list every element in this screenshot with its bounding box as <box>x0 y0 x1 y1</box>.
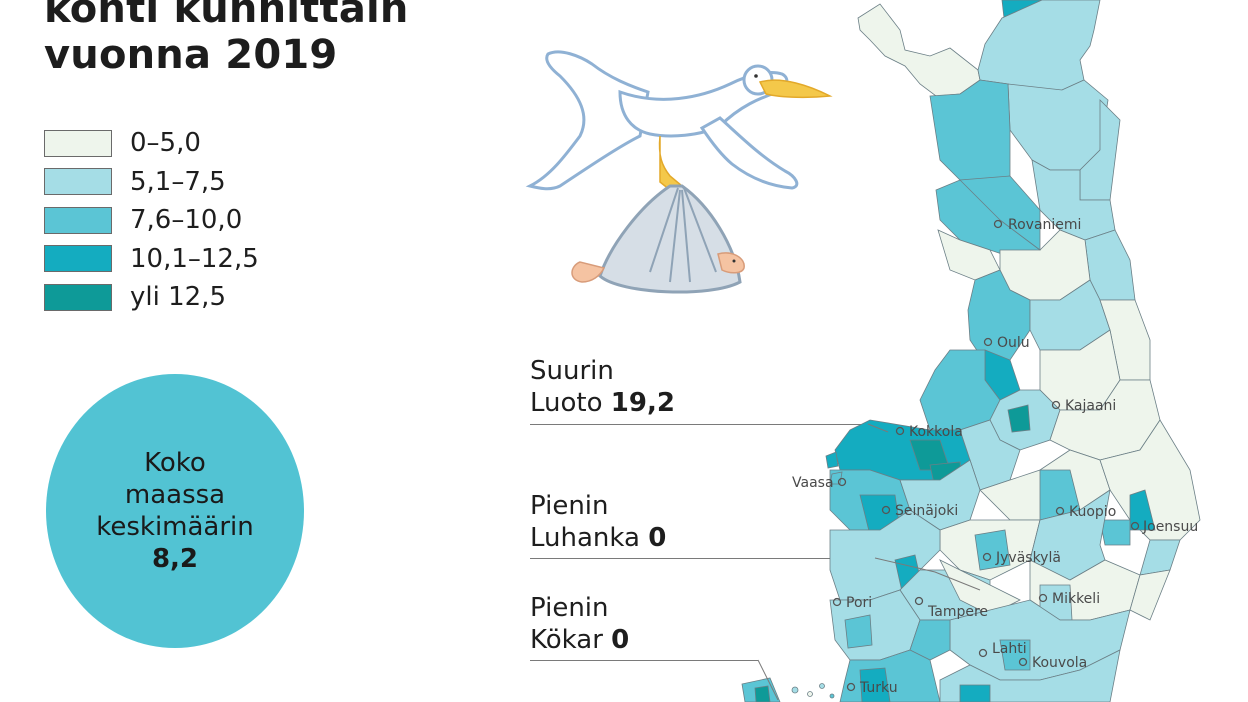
legend-swatch <box>44 168 112 196</box>
callout-body: Luhanka 0 <box>530 522 666 554</box>
callout-max: Suurin Luoto 19,2 <box>530 355 675 419</box>
legend-item: 10,1–12,5 <box>44 240 259 279</box>
finland-choropleth-map: Rovaniemi Oulu Kajaani Kokkola Vaasa Sei… <box>741 0 1201 702</box>
callout-leader-line <box>530 660 758 661</box>
city-label-vaasa: Vaasa <box>792 475 834 491</box>
legend-item: 7,6–10,0 <box>44 201 259 240</box>
legend: 0–5,0 5,1–7,5 7,6–10,0 10,1–12,5 yli 12,… <box>44 124 259 317</box>
average-line-2: maassa <box>124 480 226 510</box>
legend-swatch <box>44 245 112 273</box>
legend-swatch <box>44 206 112 234</box>
map-title: kohti kunnittain vuonna 2019 <box>44 0 409 78</box>
city-label-tampere: Tampere <box>927 604 988 620</box>
city-label-lahti: Lahti <box>992 641 1027 657</box>
callout-min-kokar: Pienin Kökar 0 <box>530 592 629 656</box>
city-label-turku: Turku <box>859 680 898 696</box>
callout-name: Luoto <box>530 388 603 418</box>
city-label-kajaani: Kajaani <box>1065 398 1116 414</box>
legend-swatch <box>44 283 112 311</box>
legend-swatch <box>44 129 112 157</box>
legend-label: yli 12,5 <box>130 282 226 313</box>
average-value: 8,2 <box>151 544 199 574</box>
city-label-kouvola: Kouvola <box>1032 655 1087 671</box>
title-line-1: kohti kunnittain <box>44 0 409 32</box>
legend-item: 0–5,0 <box>44 124 259 163</box>
callout-value: 0 <box>648 523 667 553</box>
average-line-1: Koko <box>144 448 206 478</box>
city-label-kuopio: Kuopio <box>1069 504 1116 520</box>
city-label-rovaniemi: Rovaniemi <box>1008 217 1081 233</box>
callout-name: Kökar <box>530 625 603 655</box>
legend-label: 0–5,0 <box>130 128 201 159</box>
callout-heading: Suurin <box>530 356 614 386</box>
city-label-jyvaskyla: Jyväskylä <box>995 550 1061 566</box>
stork-illustration-icon <box>525 50 833 294</box>
callout-heading: Pienin <box>530 491 609 521</box>
callout-body: Luoto 19,2 <box>530 387 675 419</box>
callout-heading: Pienin <box>530 593 609 623</box>
city-label-seinajoki: Seinäjoki <box>895 503 958 519</box>
callout-leader-line <box>530 558 875 559</box>
city-label-joensuu: Joensuu <box>1142 519 1198 535</box>
city-label-mikkeli: Mikkeli <box>1052 591 1100 607</box>
legend-label: 5,1–7,5 <box>130 166 226 197</box>
callout-value: 0 <box>611 625 630 655</box>
city-markers <box>832 219 1140 692</box>
city-label-pori: Pori <box>846 595 872 611</box>
average-line-3: keskimäärin <box>96 512 254 542</box>
callout-leader-line <box>530 424 868 425</box>
legend-item: yli 12,5 <box>44 278 259 317</box>
national-average-badge: Koko maassa keskimäärin 8,2 <box>46 374 304 648</box>
callout-name: Luhanka <box>530 523 640 553</box>
legend-item: 5,1–7,5 <box>44 163 259 202</box>
legend-label: 7,6–10,0 <box>130 205 243 236</box>
title-line-2: vuonna 2019 <box>44 32 338 78</box>
callout-value: 19,2 <box>610 388 675 418</box>
callout-body: Kökar 0 <box>530 624 629 656</box>
city-label-kokkola: Kokkola <box>909 424 963 440</box>
legend-label: 10,1–12,5 <box>130 243 259 274</box>
callout-min-luhanka: Pienin Luhanka 0 <box>530 490 666 554</box>
city-label-oulu: Oulu <box>997 335 1030 351</box>
